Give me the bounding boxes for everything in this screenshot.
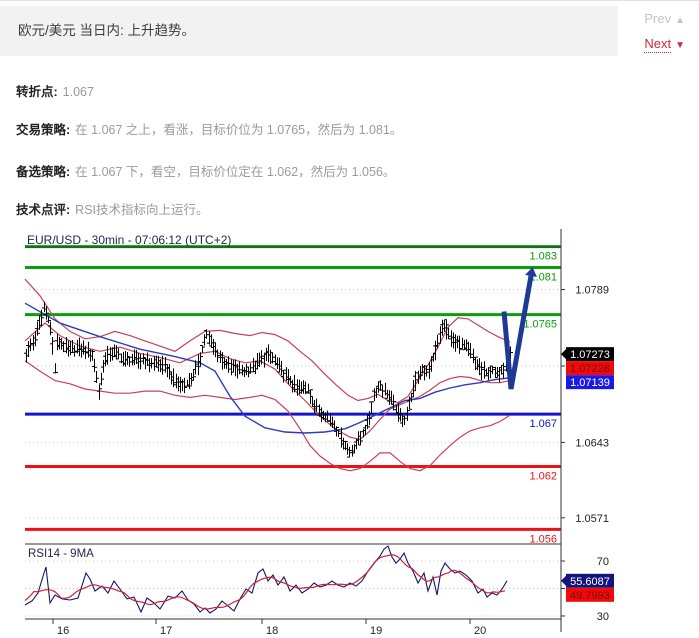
svg-text:1.056: 1.056: [529, 533, 557, 545]
rsi-panel: [24, 545, 508, 614]
comment-label: 技术点评:: [16, 202, 71, 217]
pivot-label: 转折点:: [16, 84, 58, 99]
rsi-ma-line: [24, 554, 506, 610]
trade-strategy-label: 交易策略:: [16, 122, 71, 137]
page-title: 欧元/美元 当日内: 上升趋势。: [18, 23, 196, 38]
svg-text:1.07139: 1.07139: [570, 377, 610, 389]
rsi-badges: 55.6087 49.7993: [561, 573, 614, 602]
svg-text:17: 17: [160, 625, 172, 637]
bollinger-lower-band: [24, 360, 511, 472]
svg-text:1.081: 1.081: [529, 272, 557, 284]
axis-badge: [566, 587, 614, 602]
svg-text:1.0643: 1.0643: [575, 437, 609, 449]
svg-text:20: 20: [474, 625, 486, 637]
alt-strategy-value: 在 1.067 下，看空，目标价位定在 1.062，然后为 1.056。: [75, 164, 396, 179]
next-label: Next: [644, 36, 672, 53]
up-arrow-shaft: [501, 275, 534, 390]
pager-nav: Prev ▲ Next ▼: [644, 10, 685, 54]
price-badges: 1.07273 1.07228 1.07139: [561, 347, 614, 390]
svg-text:1.083: 1.083: [529, 251, 557, 263]
candlesticks: [24, 301, 513, 458]
axis-badge: [566, 347, 614, 362]
svg-text:70: 70: [597, 556, 609, 568]
up-arrow-head: [525, 267, 537, 277]
trade-strategy-row: 交易策略: 在 1.067 之上，看涨，目标价位为 1.0765，然后为 1.08…: [16, 119, 402, 138]
x-axis: 16 17 18 19 20: [52, 619, 486, 637]
trade-strategy-value: 在 1.067 之上，看涨，目标价位为 1.0765，然后为 1.081。: [75, 122, 403, 137]
prev-link[interactable]: Prev ▲: [644, 10, 685, 29]
blue-moving-average: [24, 302, 513, 434]
svg-text:30: 30: [597, 611, 609, 623]
axis-ticks-and-labels: 1.0789 1.0643 1.0571 70 30: [561, 285, 609, 623]
svg-text:55.6087: 55.6087: [570, 576, 610, 588]
chart-title: EUR/USD - 30min - 07:06:12 (UTC+2): [27, 233, 231, 247]
bollinger-upper-band: [24, 278, 511, 404]
svg-text:19: 19: [370, 625, 382, 637]
rsi-label: RSI14 - 9MA: [28, 548, 94, 560]
down-triangle-icon: ▼: [675, 40, 685, 51]
comment-row: 技术点评: RSI技术指标向上运行。: [16, 199, 209, 218]
svg-text:18: 18: [266, 625, 278, 637]
bollinger-bands: [24, 278, 513, 472]
svg-text:1.067: 1.067: [529, 418, 557, 430]
up-triangle-icon: ▲: [675, 15, 685, 26]
pivot-value: 1.067: [62, 84, 94, 99]
axis-badge: [566, 375, 614, 390]
next-link[interactable]: Next ▼: [644, 35, 685, 54]
prev-label: Prev: [644, 11, 672, 26]
header-bar: 欧元/美元 当日内: 上升趋势。: [0, 6, 618, 56]
svg-text:1.062: 1.062: [529, 471, 557, 483]
svg-text:1.0571: 1.0571: [575, 513, 609, 525]
chart-frame: [25, 229, 562, 632]
alt-strategy-row: 备选策略: 在 1.067 下，看空，目标价位定在 1.062，然后为 1.056…: [16, 161, 395, 180]
trend-arrow: [501, 267, 537, 390]
rsi-line: [24, 545, 508, 614]
alt-strategy-label: 备选策略:: [16, 164, 71, 179]
svg-text:1.0789: 1.0789: [575, 285, 609, 297]
svg-text:1.07228: 1.07228: [570, 363, 610, 375]
comment-value: RSI技术指标向上运行。: [75, 202, 209, 217]
svg-text:16: 16: [57, 625, 69, 637]
axis-badge: [566, 573, 614, 588]
axis-badge: [566, 361, 614, 376]
chart-titles: EUR/USD - 30min - 07:06:12 (UTC+2) RSI14 …: [27, 233, 231, 560]
svg-text:1.07273: 1.07273: [570, 349, 610, 361]
pivot-row: 转折点: 1.067: [16, 81, 94, 100]
svg-text:49.7993: 49.7993: [570, 590, 610, 602]
svg-text:1.0765: 1.0765: [523, 319, 557, 331]
horizontal-levels: 1.083 1.081 1.0765 1.067 1.062 1.056: [25, 245, 561, 545]
